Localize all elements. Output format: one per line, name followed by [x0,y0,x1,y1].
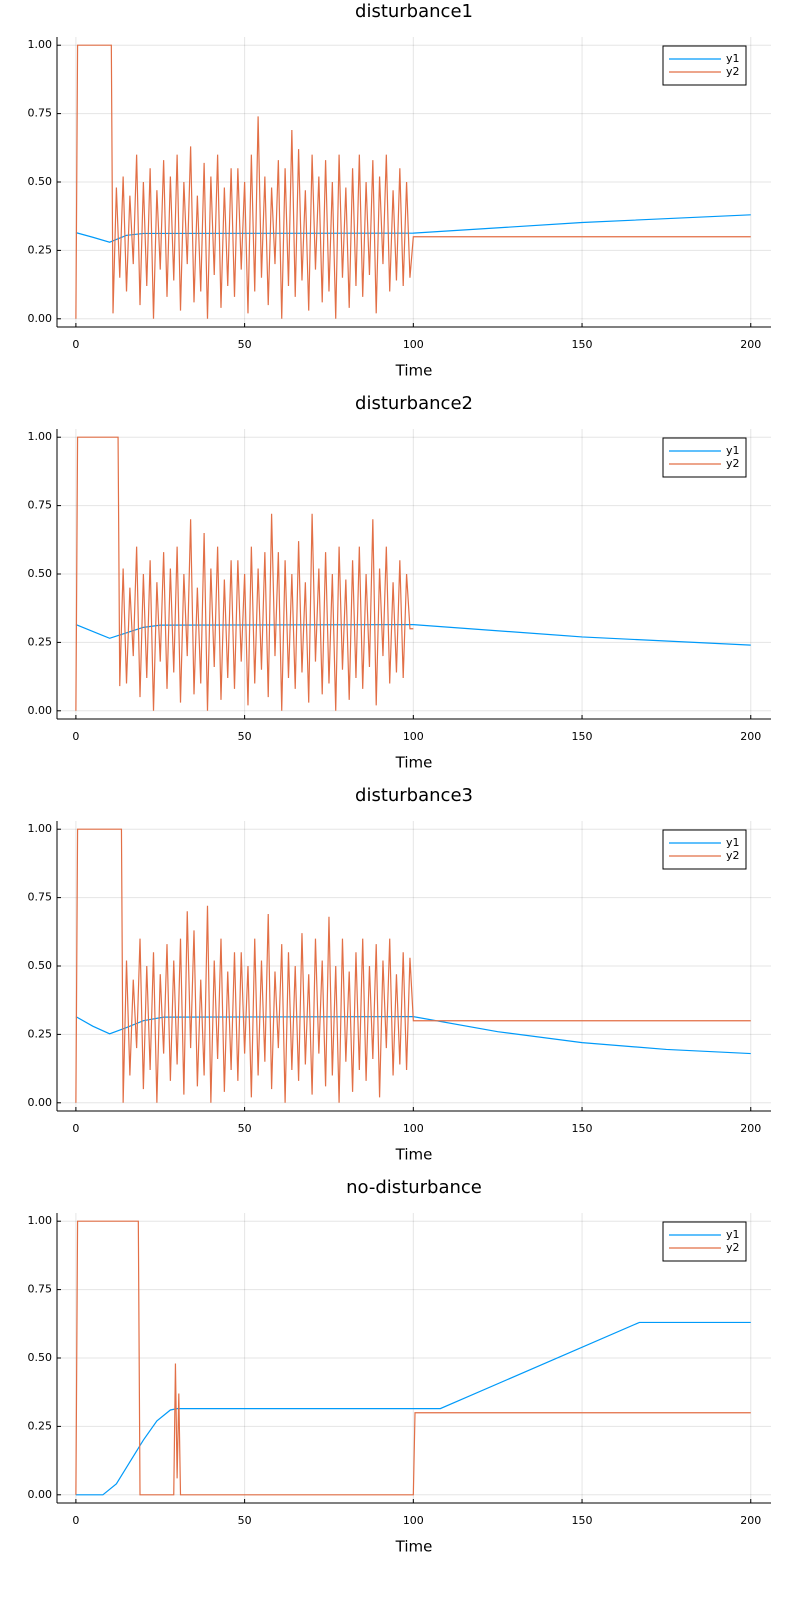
line-series [75,44,751,319]
x-tick-label: 100 [403,1122,424,1135]
legend-label: y2 [726,65,740,78]
y-tick-label: 0.25 [28,243,53,256]
y-tick-label: 0.25 [28,635,53,648]
x-tick-label: 150 [572,730,593,743]
x-tick-label: 200 [740,1514,761,1527]
x-tick-label: 50 [238,730,252,743]
x-axis-label: Time [395,754,433,772]
y-tick-label: 0.75 [28,107,53,120]
x-tick-label: 200 [740,730,761,743]
legend-box [662,45,747,86]
x-axis-label: Time [395,362,433,380]
y-tick-label: 0.00 [28,312,53,325]
x-tick-label: 50 [238,1122,252,1135]
y-tick-label: 0.00 [28,1488,53,1501]
chart-title: disturbance2 [355,393,473,414]
y-tick-label: 0.50 [28,567,53,580]
x-tick-label: 0 [72,1122,79,1135]
y-tick-label: 0.75 [28,499,53,512]
line-series [75,214,751,243]
legend-label: y1 [726,52,740,65]
legend-label: y2 [726,1241,740,1254]
line-series [75,1321,751,1496]
x-tick-label: 100 [403,730,424,743]
x-tick-label: 50 [238,1514,252,1527]
line-series [75,828,751,1103]
y-tick-label: 0.75 [28,1283,53,1296]
x-tick-label: 150 [572,338,593,351]
x-tick-label: 200 [740,1122,761,1135]
legend-label: y1 [726,1228,740,1241]
x-tick-label: 100 [403,338,424,351]
x-tick-label: 200 [740,338,761,351]
y-tick-label: 0.50 [28,1351,53,1364]
y-tick-label: 0.25 [28,1027,53,1040]
y-tick-label: 1.00 [28,822,53,835]
legend-box [662,829,747,870]
legend-box [662,1221,747,1262]
line-series [75,624,751,646]
y-tick-label: 1.00 [28,1214,53,1227]
chart-title: disturbance1 [355,1,473,22]
legend-label: y2 [726,457,740,470]
y-tick-label: 0.25 [28,1419,53,1432]
y-tick-label: 0.00 [28,704,53,717]
y-tick-label: 0.50 [28,175,53,188]
x-axis-label: Time [395,1146,433,1164]
x-tick-label: 0 [72,338,79,351]
line-series [75,436,414,711]
y-tick-label: 0.00 [28,1096,53,1109]
y-tick-label: 0.50 [28,959,53,972]
x-tick-label: 150 [572,1122,593,1135]
chart-title: disturbance3 [355,785,473,806]
y-tick-label: 0.75 [28,891,53,904]
y-tick-label: 1.00 [28,430,53,443]
legend-box [662,437,747,478]
y-tick-label: 1.00 [28,38,53,51]
x-tick-label: 50 [238,338,252,351]
x-tick-label: 150 [572,1514,593,1527]
legend-label: y1 [726,836,740,849]
x-tick-label: 100 [403,1514,424,1527]
x-axis-label: Time [395,1538,433,1556]
line-series [75,1016,751,1055]
legend-label: y2 [726,849,740,862]
line-series [75,1220,751,1496]
x-tick-label: 0 [72,1514,79,1527]
x-tick-label: 0 [72,730,79,743]
chart-title: no-disturbance [346,1177,482,1198]
legend-label: y1 [726,444,740,457]
